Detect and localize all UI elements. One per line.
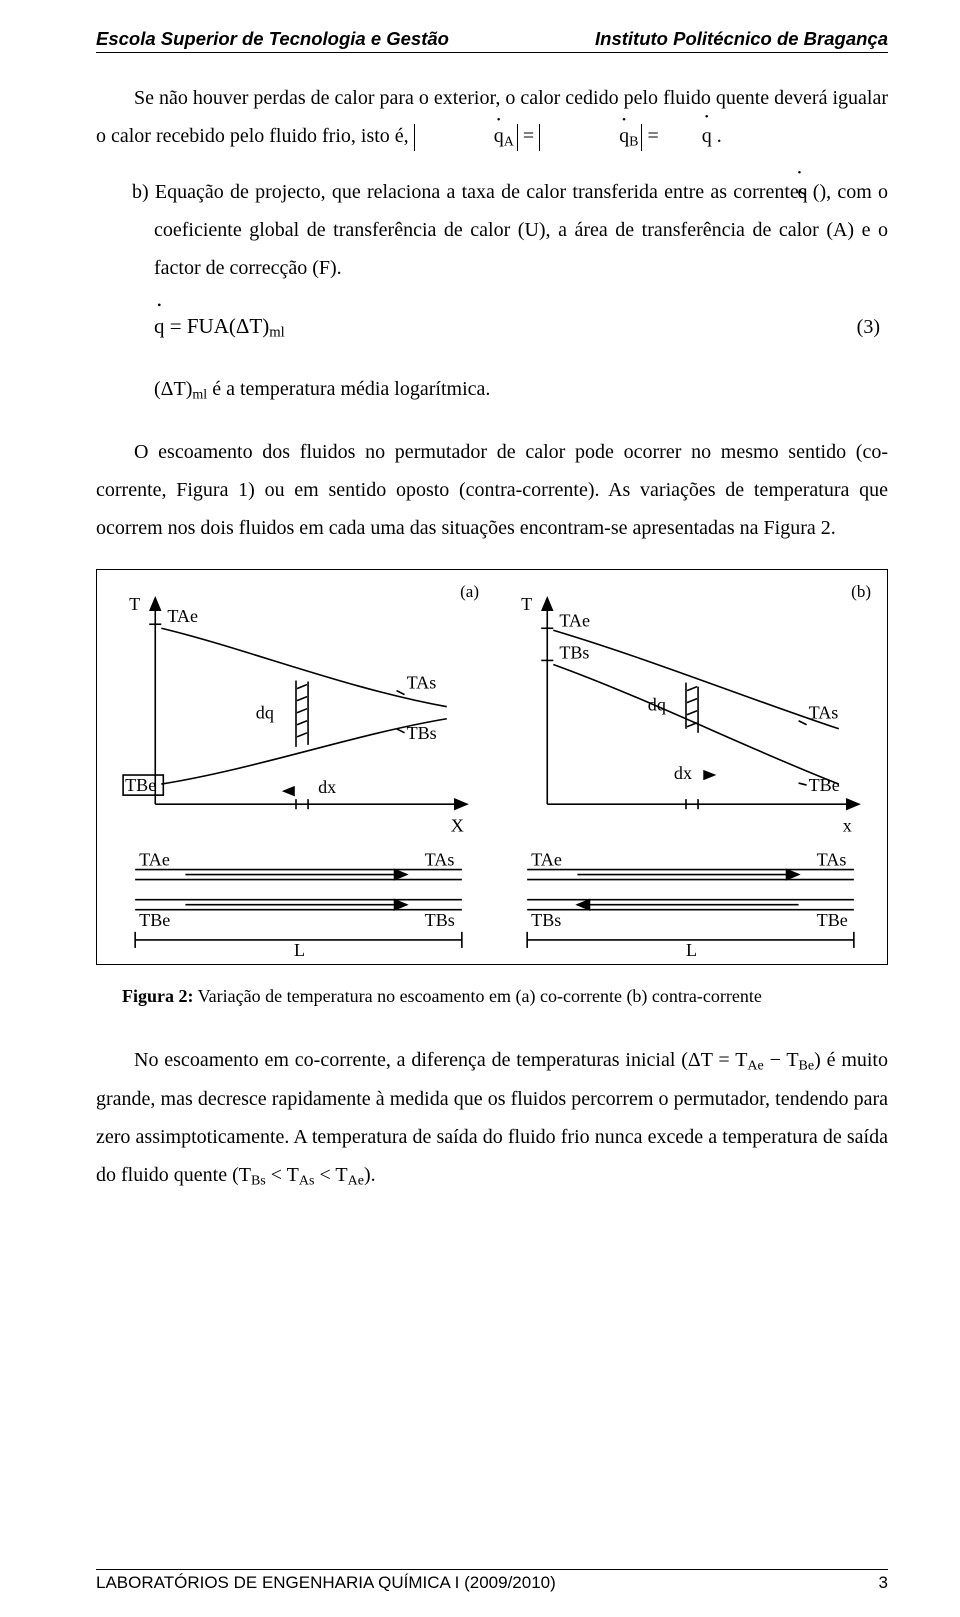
page-footer: LABORATÓRIOS DE ENGENHARIA QUÍMICA I (20… <box>96 1569 888 1593</box>
panel-b-label: (b) <box>851 576 871 608</box>
eq3-paren-open: ( <box>229 314 236 338</box>
paragraph-2: O escoamento dos fluidos no permutador d… <box>96 433 888 547</box>
svg-text:TBe: TBe <box>817 910 848 930</box>
header-left: Escola Superior de Tecnologia e Gestão <box>96 28 449 50</box>
paragraph-1: Se não houver perdas de calor para o ext… <box>96 79 888 155</box>
svg-text:dq: dq <box>648 694 666 714</box>
item-b-lead: b) Equação de projecto, que relaciona a … <box>132 181 819 203</box>
svg-text:TBe: TBe <box>139 910 170 930</box>
sub-Bs: Bs <box>251 1173 266 1188</box>
eq3-dT: ΔT <box>236 314 262 338</box>
svg-text:TBs: TBs <box>407 723 437 743</box>
caption-rest: Variação de temperatura no escoamento em… <box>194 986 762 1006</box>
figure-2-panel-a: (a) T X TAe <box>105 578 487 960</box>
figure-2-panel-b: (b) T x TAe TBs <box>497 578 879 960</box>
svg-text:TAs: TAs <box>425 849 455 869</box>
footer-page-number: 3 <box>879 1573 888 1593</box>
eq3-sub: ml <box>269 325 285 341</box>
p3-f: ). <box>364 1164 376 1186</box>
dTml-pre: (ΔT) <box>154 378 192 400</box>
eq3-number: (3) <box>857 308 880 346</box>
dTml-post: é a temperatura média logarítmica. <box>207 378 490 400</box>
equation-3: q = FUA(ΔT)ml (3) <box>96 307 888 348</box>
svg-text:TBe: TBe <box>809 775 840 795</box>
p3-d: < T <box>266 1164 299 1186</box>
svg-text:x: x <box>843 815 852 835</box>
sub-Be: Be <box>799 1058 815 1073</box>
p3-b: − T <box>764 1049 799 1071</box>
svg-text:TAs: TAs <box>407 672 437 692</box>
sub-As: As <box>299 1173 315 1188</box>
p3-e: < T <box>314 1164 347 1186</box>
p3-a: No escoamento em co-corrente, a diferenç… <box>134 1049 747 1071</box>
svg-text:TBs: TBs <box>559 642 589 662</box>
q-dot: q <box>664 117 712 155</box>
sub-Ae-2: Ae <box>348 1173 364 1188</box>
eq-period: . <box>717 125 722 147</box>
svg-text:TAe: TAe <box>167 606 198 626</box>
figure-2: (a) T X TAe <box>96 569 888 965</box>
eq3-q: q <box>154 307 165 347</box>
item-b: b) Equação de projecto, que relaciona a … <box>96 173 888 287</box>
caption-bold: Figura 2: <box>122 986 194 1006</box>
svg-text:dx: dx <box>318 777 336 797</box>
svg-text:L: L <box>686 940 697 960</box>
eq-sign-1: = <box>523 125 539 147</box>
header-right: Instituto Politécnico de Bragança <box>595 28 888 50</box>
svg-text:X: X <box>451 815 464 835</box>
svg-text:L: L <box>294 940 305 960</box>
footer-left: LABORATÓRIOS DE ENGENHARIA QUÍMICA I (20… <box>96 1573 556 1593</box>
page-header: Escola Superior de Tecnologia e Gestão I… <box>96 28 888 53</box>
svg-text:TAe: TAe <box>531 849 562 869</box>
qB-sub: B <box>629 135 638 150</box>
svg-text:TAs: TAs <box>809 702 839 722</box>
svg-text:TBe: TBe <box>125 775 156 795</box>
panel-a-svg: T X TAe TAs TBs <box>105 578 487 960</box>
dTml-sentence: (ΔT)ml é a temperatura média logarítmica… <box>154 370 888 409</box>
panel-a-label: (a) <box>460 576 479 608</box>
svg-text:T: T <box>129 594 140 614</box>
body: Se não houver perdas de calor para o ext… <box>96 79 888 1541</box>
dTml-sub: ml <box>192 387 207 402</box>
paragraph-3: No escoamento em co-corrente, a diferenç… <box>96 1041 888 1195</box>
svg-text:TAs: TAs <box>817 849 847 869</box>
sub-Ae: Ae <box>747 1058 763 1073</box>
svg-text:TBs: TBs <box>425 910 455 930</box>
svg-text:TAe: TAe <box>559 610 590 630</box>
panel-b-svg: T x TAe TBs TAs TBe <box>497 578 879 960</box>
figure-2-caption: Figura 2: Variação de temperatura no esc… <box>122 979 862 1013</box>
svg-text:dq: dq <box>256 702 274 722</box>
qA-dot: q <box>456 124 504 148</box>
eq-abs: qA = qB = q . <box>414 125 722 147</box>
svg-text:TAe: TAe <box>139 849 170 869</box>
eq3-fua: = FUA <box>165 314 229 338</box>
qA-sub: A <box>504 135 514 150</box>
svg-text:TBs: TBs <box>531 910 561 930</box>
svg-text:T: T <box>521 594 532 614</box>
qB-dot: q <box>581 124 629 148</box>
svg-text:dx: dx <box>674 763 692 783</box>
eq-sign-2: = <box>647 125 663 147</box>
